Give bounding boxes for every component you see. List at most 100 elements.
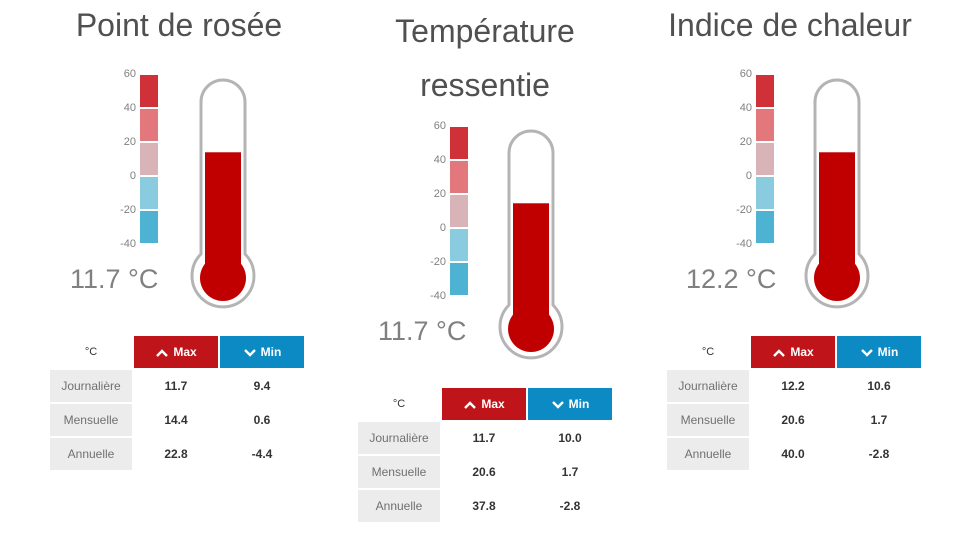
row-label: Journalière bbox=[50, 370, 132, 402]
min-label: Min bbox=[877, 345, 899, 359]
panel-title: Indice de chaleur bbox=[668, 7, 912, 43]
max-label: Max bbox=[173, 345, 197, 359]
scale-tick: -20 bbox=[430, 256, 446, 268]
scale-band-cool bbox=[140, 177, 158, 209]
scale-tick: -40 bbox=[736, 238, 752, 250]
temperature-scale: 60 40 20 0 -20 -40 bbox=[410, 120, 470, 310]
scale-tick: 60 bbox=[433, 120, 446, 132]
stats-header: °C Max Min bbox=[667, 336, 921, 368]
unit-label: °C bbox=[701, 346, 715, 358]
min-label: Min bbox=[568, 397, 590, 411]
stats-header: °C Max Min bbox=[50, 336, 304, 368]
scale-band-hot bbox=[450, 127, 468, 159]
row-label: Mensuelle bbox=[50, 404, 132, 436]
scale-band-cool bbox=[756, 177, 774, 209]
scale-tick: 60 bbox=[123, 68, 136, 80]
chevron-down-icon bbox=[243, 348, 256, 357]
row-label: Journalière bbox=[667, 370, 749, 402]
panel-dew-point: Point de rosée 60 40 20 0 -20 -40 11.7 °… bbox=[20, 0, 338, 536]
min-button[interactable]: Min bbox=[528, 388, 612, 420]
unit-label: °C bbox=[392, 398, 406, 410]
temperature-scale: 60 40 20 0 -20 -40 bbox=[716, 68, 776, 258]
panel-heat-index: Indice de chaleur 60 40 20 0 -20 -40 12.… bbox=[630, 0, 948, 536]
row-min-value: 10.0 bbox=[558, 431, 582, 445]
scale-band-hot bbox=[140, 75, 158, 107]
min-button[interactable]: Min bbox=[220, 336, 304, 368]
scale-tick: 40 bbox=[123, 102, 136, 114]
row-min-value: 9.4 bbox=[253, 379, 271, 393]
scale-band-warm bbox=[756, 109, 774, 141]
row-max-value: 14.4 bbox=[164, 413, 188, 427]
scale-tick: -40 bbox=[430, 290, 446, 302]
row-label: Journalière bbox=[358, 422, 440, 454]
row-min-value: -2.8 bbox=[559, 499, 581, 513]
scale-tick: 60 bbox=[739, 68, 752, 80]
row-max-value: 12.2 bbox=[781, 379, 805, 393]
scale-band-cold bbox=[756, 211, 774, 243]
row-label: Annuelle bbox=[50, 438, 132, 470]
row-min-value: 10.6 bbox=[867, 379, 891, 393]
mercury-bulb bbox=[814, 255, 860, 301]
row-max-value: 11.7 bbox=[164, 379, 188, 393]
table-row: Mensuelle 20.6 1.7 bbox=[667, 404, 921, 436]
scale-tick: 0 bbox=[129, 170, 136, 182]
panel-title: Point de rosée bbox=[75, 7, 283, 43]
table-row: Mensuelle 20.6 1.7 bbox=[358, 456, 612, 488]
row-max-value: 37.8 bbox=[472, 499, 496, 513]
table-row: Annuelle 22.8 -4.4 bbox=[50, 438, 304, 470]
max-button[interactable]: Max bbox=[751, 336, 835, 368]
scale-tick: 40 bbox=[739, 102, 752, 114]
scale-band-warm bbox=[450, 161, 468, 193]
thermometer-icon bbox=[804, 78, 870, 309]
row-min-value: -4.4 bbox=[251, 447, 273, 461]
scale-band-mild bbox=[756, 143, 774, 175]
scale-tick: 20 bbox=[123, 136, 136, 148]
table-row: Journalière 12.2 10.6 bbox=[667, 370, 921, 402]
current-value: 11.7 °C bbox=[378, 316, 467, 346]
table-row: Journalière 11.7 9.4 bbox=[50, 370, 304, 402]
row-label: Mensuelle bbox=[358, 456, 440, 488]
row-max-value: 11.7 bbox=[472, 431, 496, 445]
max-button[interactable]: Max bbox=[134, 336, 218, 368]
row-max-value: 20.6 bbox=[472, 465, 496, 479]
thermometer-icon bbox=[190, 78, 256, 309]
row-label: Annuelle bbox=[358, 490, 440, 522]
row-max-value: 22.8 bbox=[164, 447, 188, 461]
mercury-bulb bbox=[200, 255, 246, 301]
row-min-value: 0.6 bbox=[253, 413, 271, 427]
current-value: 11.7 °C bbox=[70, 264, 159, 294]
row-label: Annuelle bbox=[667, 438, 749, 470]
row-min-value: 1.7 bbox=[870, 413, 888, 427]
table-row: Mensuelle 14.4 0.6 bbox=[50, 404, 304, 436]
unit-label: °C bbox=[84, 346, 98, 358]
temperature-scale: 60 40 20 0 -20 -40 bbox=[100, 68, 160, 258]
min-label: Min bbox=[260, 345, 282, 359]
scale-tick: -40 bbox=[120, 238, 136, 250]
mercury-bulb bbox=[508, 306, 554, 352]
chevron-up-icon bbox=[773, 349, 786, 357]
chevron-up-icon bbox=[156, 349, 169, 357]
max-button[interactable]: Max bbox=[442, 388, 526, 420]
scale-tick: 0 bbox=[745, 170, 752, 182]
stats-header: °C Max Min bbox=[358, 388, 612, 420]
current-value: 12.2 °C bbox=[686, 264, 777, 294]
table-row: Journalière 11.7 10.0 bbox=[358, 422, 612, 454]
scale-tick: 20 bbox=[433, 188, 446, 200]
panel-title: Température ressentie bbox=[395, 13, 575, 103]
max-label: Max bbox=[790, 345, 814, 359]
scale-band-mild bbox=[140, 143, 158, 175]
row-label: Mensuelle bbox=[667, 404, 749, 436]
max-label: Max bbox=[481, 397, 505, 411]
scale-tick: 20 bbox=[739, 136, 752, 148]
min-button[interactable]: Min bbox=[837, 336, 921, 368]
chevron-down-icon bbox=[551, 400, 564, 409]
row-max-value: 40.0 bbox=[781, 447, 805, 461]
scale-tick: 40 bbox=[433, 154, 446, 166]
scale-tick: -20 bbox=[736, 204, 752, 216]
table-row: Annuelle 37.8 -2.8 bbox=[358, 490, 612, 522]
scale-band-warm bbox=[140, 109, 158, 141]
scale-tick: -20 bbox=[120, 204, 136, 216]
row-min-value: -2.8 bbox=[868, 447, 890, 461]
chevron-up-icon bbox=[464, 401, 477, 409]
thermometer-icon bbox=[498, 129, 564, 360]
